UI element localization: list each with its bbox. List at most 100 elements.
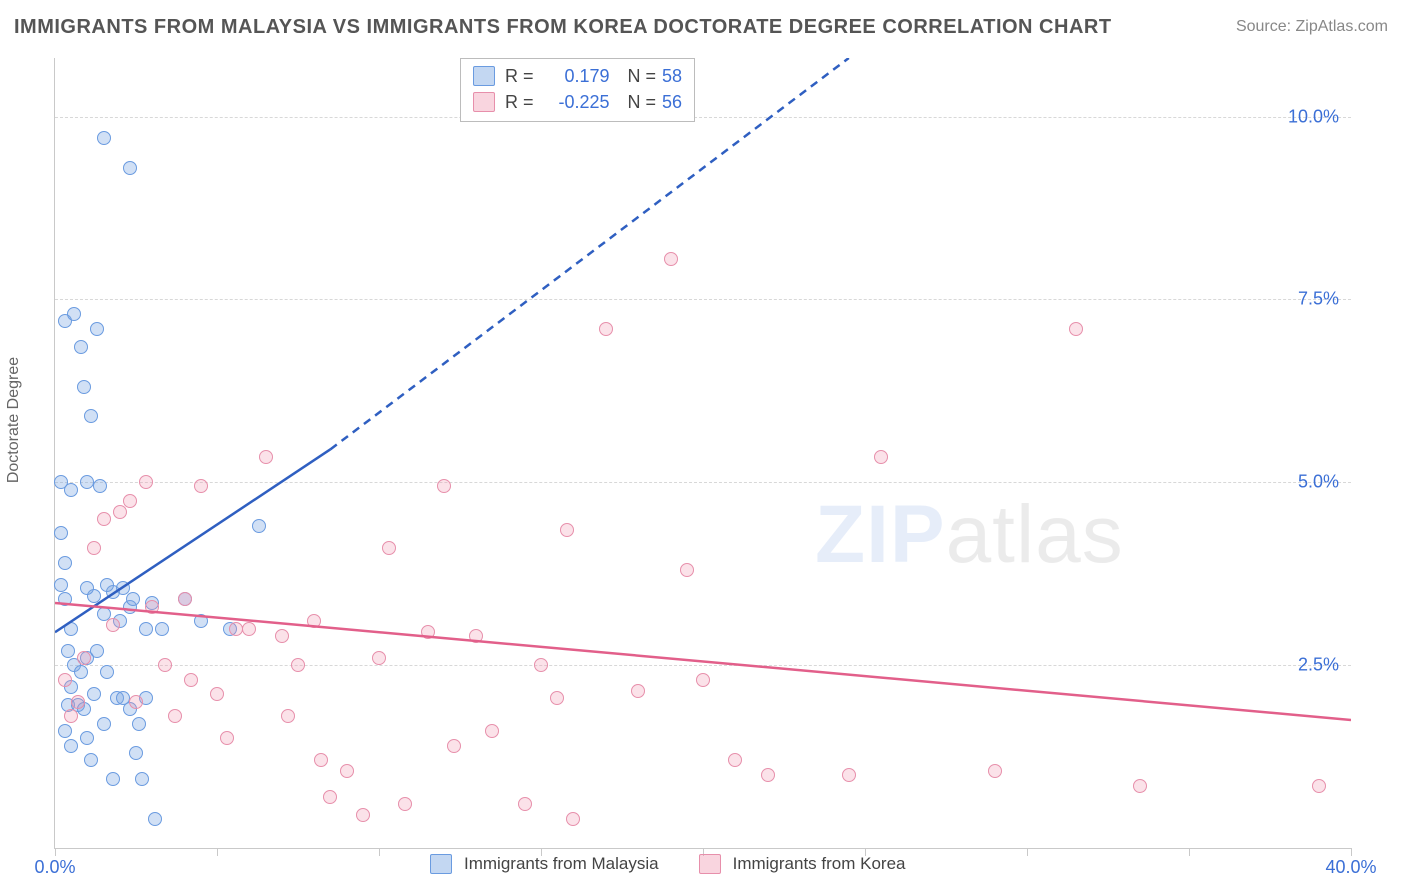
scatter-point-korea bbox=[129, 695, 143, 709]
scatter-point-korea bbox=[398, 797, 412, 811]
legend-label-malaysia: Immigrants from Malaysia bbox=[464, 854, 659, 874]
scatter-point-malaysia bbox=[54, 578, 68, 592]
y-tick-label: 5.0% bbox=[1298, 472, 1339, 493]
x-tick bbox=[1189, 848, 1190, 856]
scatter-point-malaysia bbox=[132, 717, 146, 731]
scatter-point-korea bbox=[229, 622, 243, 636]
n-label: N = bbox=[628, 63, 657, 89]
scatter-point-korea bbox=[1133, 779, 1147, 793]
scatter-point-korea bbox=[842, 768, 856, 782]
series-legend: Immigrants from Malaysia Immigrants from… bbox=[430, 854, 906, 874]
chart-container: IMMIGRANTS FROM MALAYSIA VS IMMIGRANTS F… bbox=[0, 0, 1406, 892]
scatter-point-korea bbox=[168, 709, 182, 723]
scatter-point-malaysia bbox=[74, 340, 88, 354]
chart-title: IMMIGRANTS FROM MALAYSIA VS IMMIGRANTS F… bbox=[14, 16, 1112, 39]
scatter-point-malaysia bbox=[67, 307, 81, 321]
scatter-point-korea bbox=[139, 475, 153, 489]
scatter-point-malaysia bbox=[97, 131, 111, 145]
scatter-point-korea bbox=[550, 691, 564, 705]
scatter-point-korea bbox=[158, 658, 172, 672]
watermark-zip: ZIP bbox=[815, 489, 946, 580]
n-value-malaysia: 58 bbox=[662, 63, 682, 89]
scatter-point-korea bbox=[631, 684, 645, 698]
y-tick-label: 7.5% bbox=[1298, 289, 1339, 310]
scatter-point-korea bbox=[106, 618, 120, 632]
gridline bbox=[55, 482, 1351, 483]
scatter-point-korea bbox=[761, 768, 775, 782]
scatter-point-malaysia bbox=[77, 380, 91, 394]
x-tick bbox=[1351, 848, 1352, 856]
regression-lines-layer bbox=[55, 58, 1351, 848]
scatter-point-korea bbox=[874, 450, 888, 464]
scatter-point-korea bbox=[518, 797, 532, 811]
scatter-point-malaysia bbox=[80, 475, 94, 489]
scatter-point-korea bbox=[356, 808, 370, 822]
scatter-point-korea bbox=[184, 673, 198, 687]
scatter-point-malaysia bbox=[87, 687, 101, 701]
scatter-point-korea bbox=[71, 695, 85, 709]
scatter-point-malaysia bbox=[64, 622, 78, 636]
regression-line-korea bbox=[55, 603, 1351, 720]
scatter-point-korea bbox=[323, 790, 337, 804]
scatter-point-korea bbox=[314, 753, 328, 767]
scatter-point-korea bbox=[210, 687, 224, 701]
x-tick-label: 0.0% bbox=[34, 857, 75, 878]
scatter-point-malaysia bbox=[155, 622, 169, 636]
n-label: N = bbox=[628, 89, 657, 115]
scatter-point-korea bbox=[194, 479, 208, 493]
scatter-point-malaysia bbox=[100, 578, 114, 592]
scatter-point-malaysia bbox=[139, 622, 153, 636]
scatter-point-malaysia bbox=[80, 581, 94, 595]
legend-item-malaysia: Immigrants from Malaysia bbox=[430, 854, 659, 874]
y-axis-label: Doctorate Degree bbox=[5, 357, 23, 483]
swatch-malaysia-icon bbox=[430, 854, 452, 874]
x-tick bbox=[217, 848, 218, 856]
scatter-point-malaysia bbox=[64, 739, 78, 753]
scatter-point-malaysia bbox=[84, 409, 98, 423]
scatter-point-malaysia bbox=[61, 644, 75, 658]
scatter-point-korea bbox=[178, 592, 192, 606]
gridline bbox=[55, 117, 1351, 118]
scatter-point-korea bbox=[566, 812, 580, 826]
scatter-point-korea bbox=[421, 625, 435, 639]
source-attribution: Source: ZipAtlas.com bbox=[1236, 18, 1388, 36]
scatter-point-korea bbox=[259, 450, 273, 464]
scatter-point-korea bbox=[275, 629, 289, 643]
scatter-point-malaysia bbox=[84, 753, 98, 767]
scatter-point-malaysia bbox=[123, 161, 137, 175]
scatter-point-malaysia bbox=[100, 665, 114, 679]
legend-row-korea: R = -0.225 N = 56 bbox=[473, 89, 682, 115]
scatter-point-korea bbox=[97, 512, 111, 526]
scatter-point-malaysia bbox=[93, 479, 107, 493]
source-name: ZipAtlas.com bbox=[1296, 18, 1388, 35]
scatter-point-korea bbox=[281, 709, 295, 723]
scatter-point-korea bbox=[437, 479, 451, 493]
r-value-korea: -0.225 bbox=[540, 89, 610, 115]
scatter-point-korea bbox=[469, 629, 483, 643]
legend-item-korea: Immigrants from Korea bbox=[699, 854, 906, 874]
x-tick bbox=[55, 848, 56, 856]
scatter-point-malaysia bbox=[80, 731, 94, 745]
scatter-point-malaysia bbox=[74, 665, 88, 679]
scatter-point-korea bbox=[534, 658, 548, 672]
scatter-point-malaysia bbox=[58, 592, 72, 606]
scatter-point-malaysia bbox=[58, 556, 72, 570]
scatter-point-malaysia bbox=[97, 717, 111, 731]
scatter-point-malaysia bbox=[54, 475, 68, 489]
scatter-point-korea bbox=[145, 600, 159, 614]
scatter-point-korea bbox=[372, 651, 386, 665]
scatter-point-malaysia bbox=[129, 746, 143, 760]
scatter-point-korea bbox=[560, 523, 574, 537]
scatter-point-korea bbox=[728, 753, 742, 767]
scatter-point-malaysia bbox=[58, 724, 72, 738]
scatter-point-korea bbox=[485, 724, 499, 738]
scatter-point-korea bbox=[87, 541, 101, 555]
swatch-korea bbox=[473, 92, 495, 112]
watermark-atlas: atlas bbox=[946, 489, 1124, 580]
scatter-point-malaysia bbox=[106, 772, 120, 786]
scatter-point-korea bbox=[664, 252, 678, 266]
scatter-point-malaysia bbox=[194, 614, 208, 628]
y-tick-label: 2.5% bbox=[1298, 655, 1339, 676]
legend-row-malaysia: R = 0.179 N = 58 bbox=[473, 63, 682, 89]
scatter-point-malaysia bbox=[90, 322, 104, 336]
